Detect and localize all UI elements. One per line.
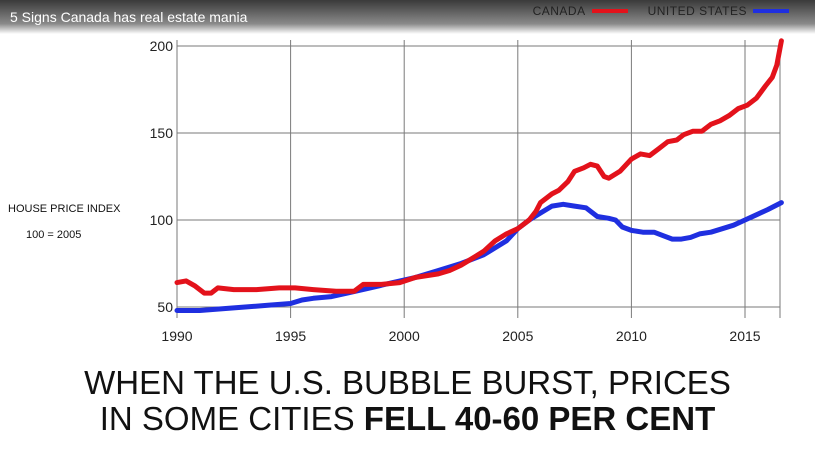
legend-swatch-united-states <box>753 9 789 13</box>
y-tick-label-200: 200 <box>150 38 174 54</box>
y-tick-label-150: 150 <box>150 125 174 141</box>
x-tick-label-2005: 2005 <box>502 328 533 344</box>
x-tick-label-2000: 2000 <box>389 328 420 344</box>
video-title[interactable]: 5 Signs Canada has real estate mania <box>10 9 248 25</box>
x-tick-label-1990: 1990 <box>161 328 192 344</box>
y-axis-subtitle: 100 = 2005 <box>26 229 82 241</box>
series-line-united-states <box>174 200 784 313</box>
y-axis-title: HOUSE PRICE INDEX <box>8 203 121 215</box>
legend-label-canada: CANADA <box>532 4 586 18</box>
x-tick-label-1995: 1995 <box>275 328 306 344</box>
headline-line-2: IN SOME CITIES FELL 40-60 PER CENT <box>0 401 815 437</box>
y-tick-label-50: 50 <box>157 299 173 315</box>
chart-legend: CANADA UNITED STATES <box>533 4 789 18</box>
legend-swatch-canada <box>591 9 628 13</box>
x-tick-label-2015: 2015 <box>729 328 760 344</box>
headline-line-2-bold: FELL 40-60 PER CENT <box>363 400 716 437</box>
video-top-bar: 5 Signs Canada has real estate mania <box>0 0 815 34</box>
headline-line-1: WHEN THE U.S. BUBBLE BURST, PRICES <box>84 364 731 401</box>
y-tick-label-100: 100 <box>150 212 174 228</box>
headline-line-2-regular: IN SOME CITIES <box>99 400 364 437</box>
series-line-canada <box>174 38 784 296</box>
x-tick-label-2010: 2010 <box>616 328 647 344</box>
legend-label-united-states: UNITED STATES <box>647 4 747 18</box>
